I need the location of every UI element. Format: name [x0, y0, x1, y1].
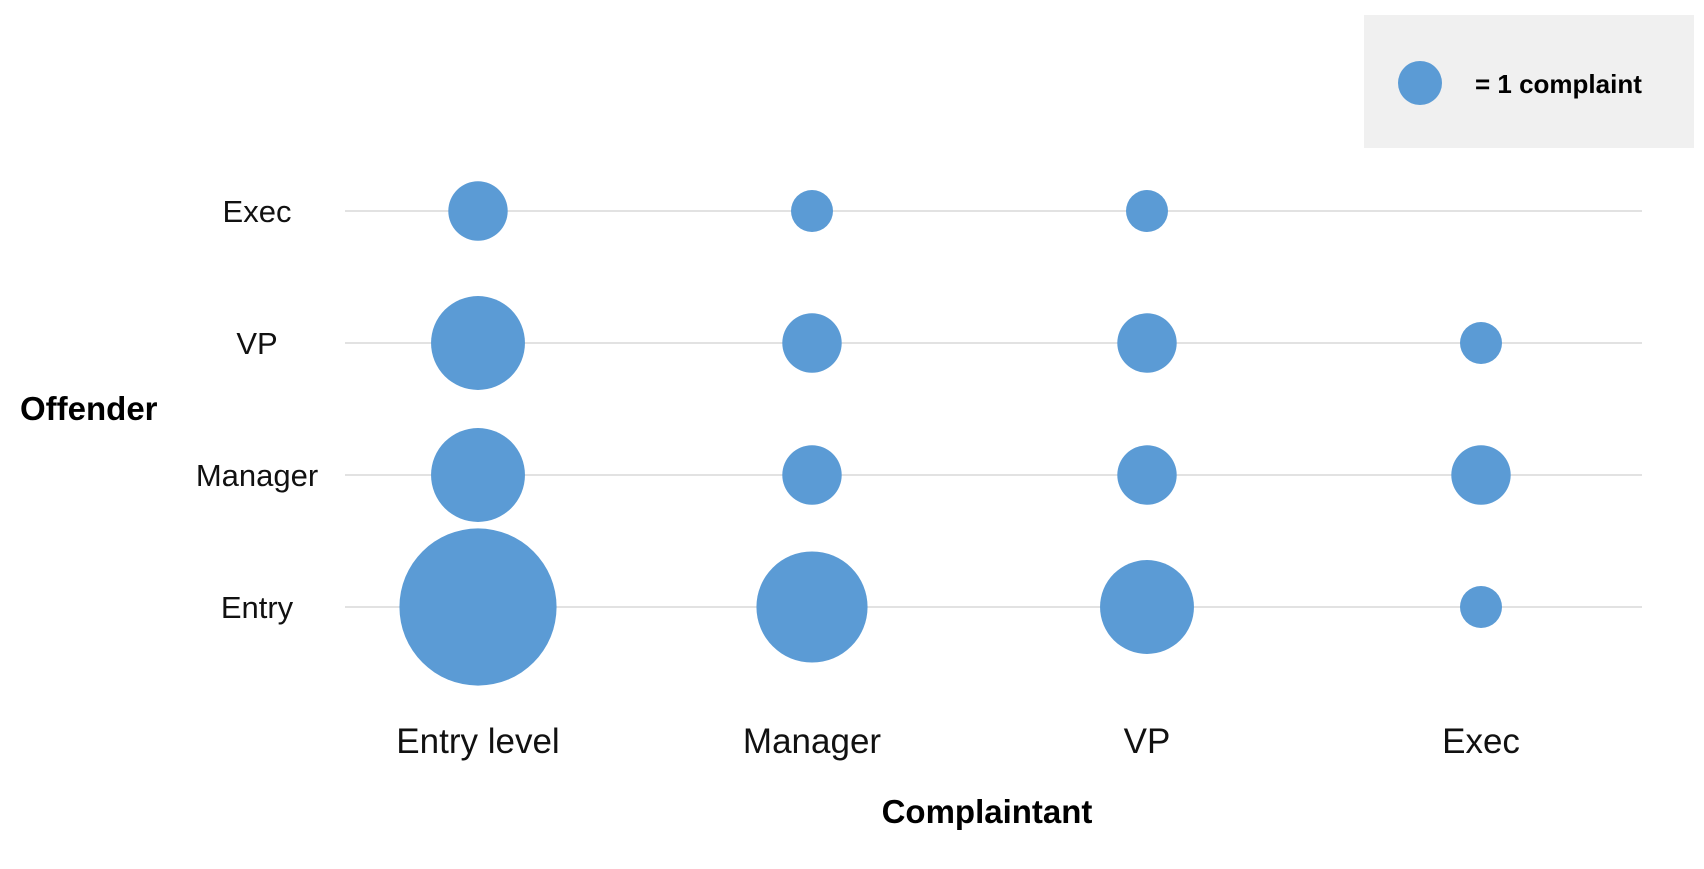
y-axis-title: Offender — [20, 390, 158, 427]
bubble-vp-entry-level — [431, 296, 525, 390]
y-tick-label-vp: VP — [236, 326, 277, 361]
x-tick-label-manager: Manager — [743, 722, 881, 761]
bubble-exec-vp — [1126, 190, 1168, 232]
y-tick-label-manager: Manager — [196, 458, 318, 493]
y-tick-label-exec: Exec — [223, 194, 292, 229]
bubble-vp-exec — [1460, 322, 1502, 364]
bubble-manager-exec — [1451, 445, 1511, 505]
bubble-entry-entry-level — [399, 528, 557, 686]
bubble-vp-vp — [1117, 313, 1177, 373]
legend-label: = 1 complaint — [1475, 69, 1642, 99]
x-tick-label-entry-level: Entry level — [396, 722, 559, 761]
x-tick-label-vp: VP — [1124, 722, 1171, 761]
bubble-manager-entry-level — [431, 428, 525, 522]
bubble-exec-entry-level — [448, 181, 508, 241]
bubble-entry-vp — [1100, 560, 1194, 654]
bubble-entry-exec — [1460, 586, 1502, 628]
bubble-entry-manager — [756, 551, 868, 663]
y-tick-label-entry: Entry — [221, 590, 294, 625]
bubble-exec-manager — [791, 190, 833, 232]
bubble-manager-vp — [1117, 445, 1177, 505]
x-tick-label-exec: Exec — [1442, 722, 1520, 761]
bubble-vp-manager — [782, 313, 842, 373]
legend-swatch — [1398, 61, 1442, 105]
gridlines — [345, 210, 1642, 608]
bubbles — [399, 181, 1511, 686]
bubble-manager-manager — [782, 445, 842, 505]
x-axis-title: Complaintant — [882, 793, 1093, 830]
tick-labels: Entry Manager VP Exec Entry level Manager VP Ex… — [196, 194, 1520, 761]
